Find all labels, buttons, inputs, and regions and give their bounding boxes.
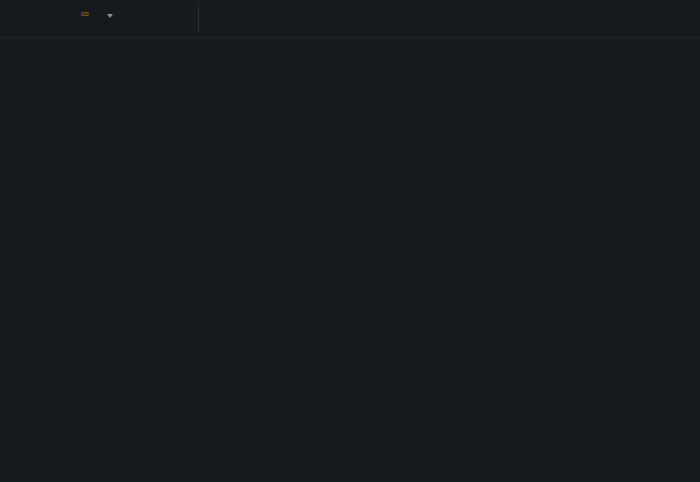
divider	[198, 6, 199, 32]
chevron-down-icon[interactable]	[107, 14, 113, 18]
ticker-header	[0, 0, 700, 38]
leverage-badge[interactable]	[81, 12, 89, 16]
